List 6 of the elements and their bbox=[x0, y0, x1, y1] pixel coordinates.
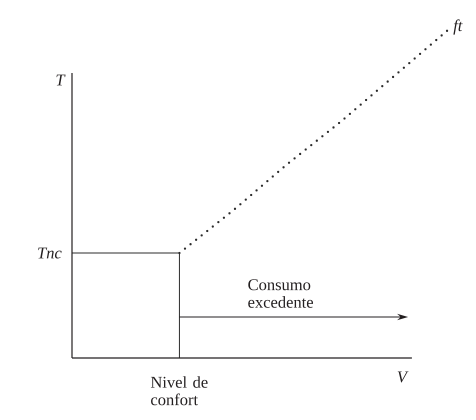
series-label: Tnc bbox=[38, 248, 62, 259]
annotation: Consumo excedente bbox=[248, 279, 314, 308]
y-axis-title: T bbox=[56, 74, 66, 86]
x-axis-title: V bbox=[398, 371, 409, 383]
series-label: ft bbox=[453, 19, 463, 35]
annotation: Nivel de confort bbox=[150, 376, 208, 406]
